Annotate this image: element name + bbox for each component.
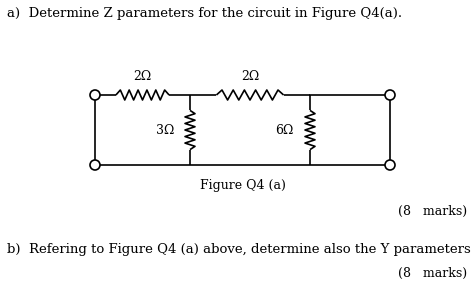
Circle shape <box>90 90 100 100</box>
Text: 3Ω: 3Ω <box>155 124 174 137</box>
Text: Figure Q4 (a): Figure Q4 (a) <box>200 179 285 192</box>
Circle shape <box>385 90 395 100</box>
Text: 2Ω: 2Ω <box>133 70 152 83</box>
Text: (8   marks): (8 marks) <box>398 267 467 280</box>
Text: (8   marks): (8 marks) <box>398 205 467 218</box>
Text: a)  Determine Z parameters for the circuit in Figure Q4(a).: a) Determine Z parameters for the circui… <box>7 7 402 20</box>
Text: 6Ω: 6Ω <box>275 124 294 137</box>
Text: b)  Refering to Figure Q4 (a) above, determine also the Y parameters for the cir: b) Refering to Figure Q4 (a) above, dete… <box>7 243 474 256</box>
Circle shape <box>385 160 395 170</box>
Circle shape <box>90 160 100 170</box>
Text: 2Ω: 2Ω <box>241 70 259 83</box>
